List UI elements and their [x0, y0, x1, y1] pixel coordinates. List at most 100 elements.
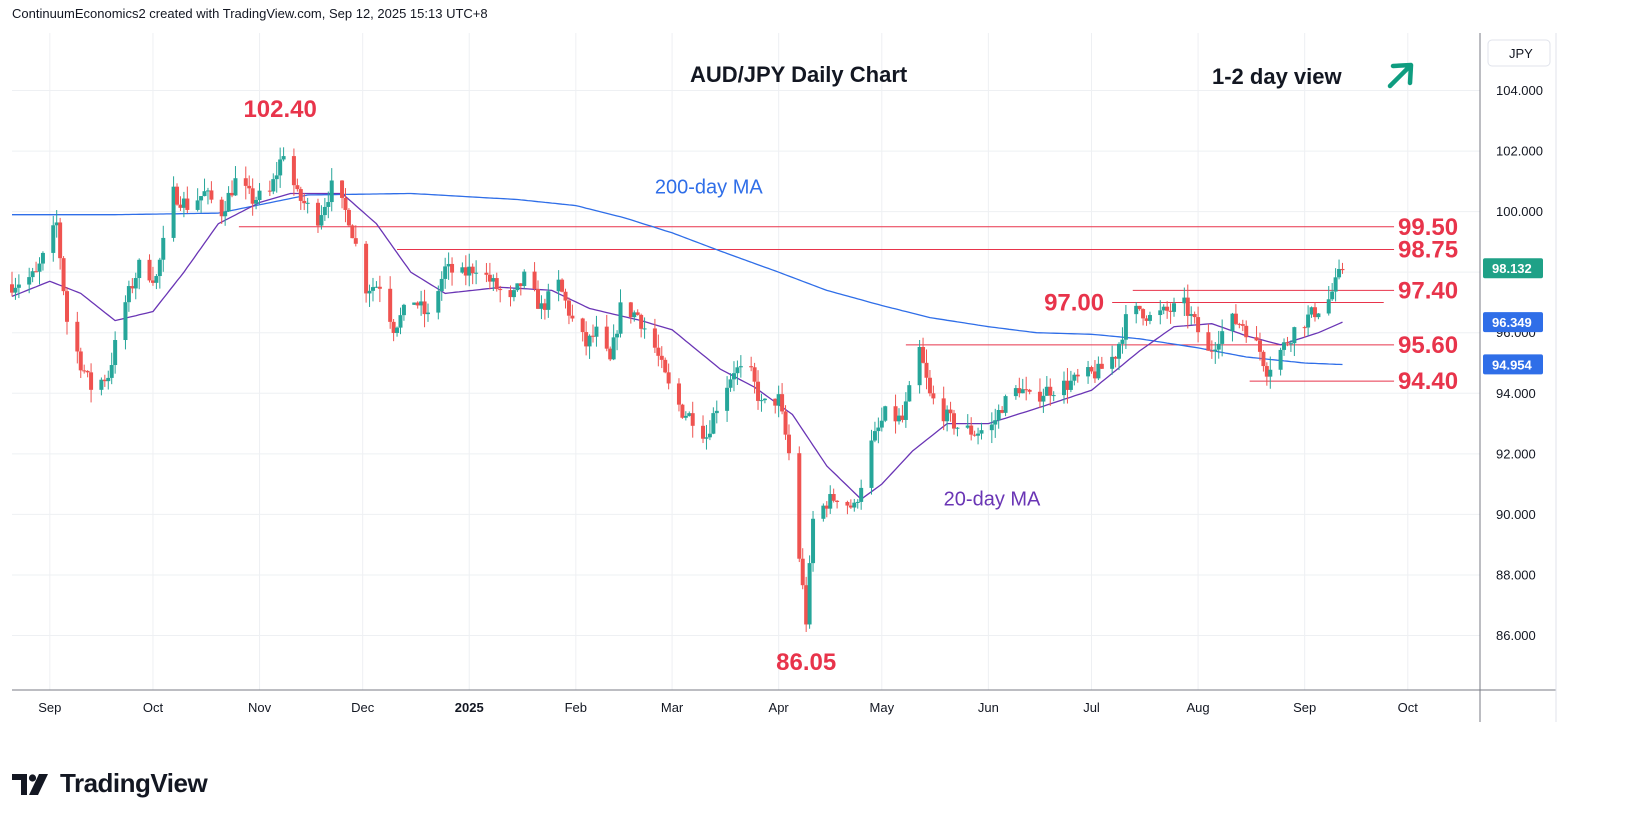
candle-body	[185, 198, 190, 210]
candle-body	[491, 278, 496, 282]
candle-body	[278, 159, 283, 176]
candle-body	[1113, 356, 1118, 359]
candle-body	[1110, 356, 1115, 369]
grid	[12, 33, 1480, 690]
candle-body	[759, 400, 764, 402]
candle-body	[1072, 374, 1077, 381]
candle-body	[855, 501, 860, 503]
candle-body	[821, 505, 826, 519]
candle-body	[425, 312, 430, 315]
candle-body	[927, 377, 932, 394]
price-tag-ma200	[1483, 354, 1543, 375]
level-label: 94.40	[1398, 368, 1458, 395]
candle-body	[346, 209, 351, 226]
candle-body	[99, 379, 104, 390]
candle-body	[291, 156, 296, 186]
candle-body	[707, 433, 712, 438]
currency-box[interactable]	[1487, 39, 1551, 67]
candle-body	[996, 409, 1001, 421]
candle-body	[439, 278, 444, 292]
candle-body	[1024, 389, 1029, 391]
candle-body	[560, 279, 565, 292]
candle-body	[34, 271, 39, 273]
level-label: 97.40	[1398, 277, 1458, 304]
candle-body	[907, 385, 912, 402]
candle-body	[594, 326, 599, 337]
candle-body	[972, 434, 977, 436]
horizontal-levels	[238, 226, 1395, 382]
candle-body	[367, 290, 372, 294]
ma200-label: 200-day MA	[655, 176, 763, 198]
candle-body	[1092, 371, 1097, 379]
candle-body	[659, 355, 664, 360]
candle-body	[1196, 317, 1201, 333]
x-tick-label: Sep	[1293, 700, 1316, 715]
candle-body	[85, 370, 90, 373]
candle-body	[1309, 307, 1314, 315]
candle-body	[305, 202, 310, 204]
price-tag-last	[1483, 258, 1543, 279]
candle-body	[154, 276, 159, 283]
candle-body	[1089, 367, 1094, 372]
candle-body	[1051, 395, 1056, 397]
candle-body	[701, 425, 706, 439]
candle-body	[58, 222, 63, 259]
candle-body	[1134, 305, 1139, 315]
candle-body	[1254, 337, 1259, 341]
candle-body	[584, 332, 589, 347]
candle-body	[969, 425, 974, 435]
candle-body	[1333, 277, 1338, 292]
tradingview-logo-icon	[12, 773, 48, 795]
candle-body	[27, 277, 32, 285]
x-tick-label: Jun	[978, 700, 999, 715]
candle-body	[628, 302, 633, 318]
candle-body	[728, 379, 733, 388]
currency-label: JPY	[1509, 46, 1533, 61]
candle-body	[608, 348, 613, 360]
candle-body	[271, 179, 276, 192]
candle-body	[30, 271, 35, 278]
candle-body	[230, 192, 235, 196]
candle-body	[1075, 374, 1080, 377]
candle-body	[1261, 351, 1266, 367]
candle-body	[1237, 323, 1242, 325]
chart-subtitle: 1-2 day view	[1212, 64, 1343, 89]
chart-credit: ContinuumEconomics2 created with Trading…	[12, 6, 488, 21]
candle-body	[171, 186, 176, 238]
candle-body	[1048, 386, 1053, 396]
candle-body	[859, 487, 864, 502]
candle-body	[979, 430, 984, 434]
price-tag-ma20	[1483, 312, 1543, 333]
candle-body	[1137, 305, 1142, 310]
price-tag-label: 94.954	[1492, 357, 1533, 372]
candle-body	[281, 156, 286, 160]
candle-body	[786, 434, 791, 454]
candle-body	[1326, 299, 1331, 314]
candle-body	[150, 280, 155, 283]
candle-body	[1306, 314, 1311, 328]
candle-body	[1068, 380, 1073, 390]
candle-body	[807, 563, 812, 625]
candle-body	[1044, 386, 1049, 396]
candle-body	[470, 266, 475, 274]
candle-body	[900, 415, 905, 420]
candle-body	[133, 278, 138, 289]
candle-body	[735, 367, 740, 374]
candle-body	[1147, 315, 1152, 321]
candle-body	[1141, 309, 1146, 319]
candle-body	[556, 279, 561, 292]
candle-body	[1209, 350, 1214, 352]
candle-body	[113, 340, 118, 366]
tradingview-brand: TradingView	[60, 768, 208, 798]
x-tick-label: Nov	[248, 700, 272, 715]
price-tag-label: 98.132	[1492, 261, 1532, 276]
candle-body	[1123, 314, 1128, 340]
candle-body	[1062, 380, 1067, 396]
moving-averages	[11, 192, 1343, 501]
candle-body	[78, 351, 83, 371]
y-tick-label: 88.000	[1496, 567, 1536, 582]
candle-body	[274, 175, 279, 180]
candle-body	[687, 413, 692, 416]
